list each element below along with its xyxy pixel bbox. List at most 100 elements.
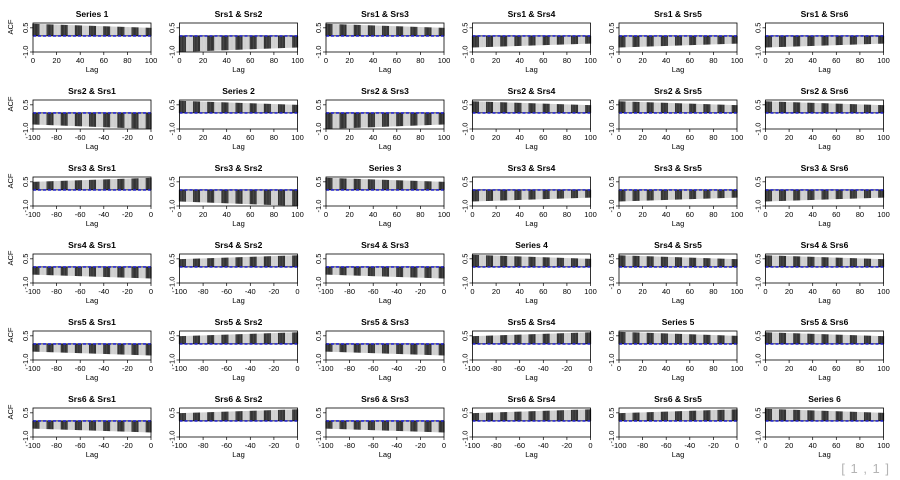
plot-frame — [32, 253, 152, 284]
plot-frame — [325, 99, 445, 130]
x-tick-label: 0 — [617, 364, 621, 373]
x-tick-label: 80 — [709, 210, 717, 219]
x-axis-label: Lag — [525, 296, 538, 305]
x-axis-label: Lag — [379, 373, 392, 382]
x-tick-label: 60 — [686, 364, 694, 373]
x-tick-label: 40 — [809, 441, 817, 450]
x-tick-label: 100 — [584, 287, 597, 296]
x-axis-label: Lag — [86, 450, 99, 459]
x-tick-label: 40 — [516, 210, 524, 219]
x-tick-label: -100 — [318, 287, 333, 296]
y-tick-label: -1.0 — [607, 431, 616, 444]
panel-title: Srs4 & Srs3 — [361, 240, 409, 250]
x-tick-label: -60 — [368, 287, 379, 296]
x-tick-label: 0 — [31, 56, 35, 65]
plot-frame — [765, 330, 884, 361]
x-tick-label: -80 — [198, 287, 209, 296]
acf-panel: Srs6 & Srs1 -100 -80 -60 -40 -20 0 Lag -1.0 0.5 AC… — [6, 394, 153, 459]
x-tick-label: -60 — [75, 287, 86, 296]
panel-title: Series 5 — [662, 317, 695, 327]
acf-bars — [32, 23, 152, 36]
x-tick-label: 0 — [470, 133, 474, 142]
plot-frame — [472, 99, 591, 130]
x-tick-label: 0 — [763, 56, 767, 65]
acf-bars — [325, 420, 445, 433]
x-tick-label: 80 — [416, 210, 424, 219]
x-tick-label: 60 — [686, 287, 694, 296]
acf-panel: Srs1 & Srs3 0 20 40 60 80 100 Lag -1.0 0.5 — [314, 9, 450, 74]
acf-bars — [325, 23, 445, 36]
x-tick-label: -20 — [561, 441, 572, 450]
x-tick-label: 100 — [731, 287, 744, 296]
panel-title: Srs1 & Srs5 — [654, 9, 702, 19]
x-axis-label: Lag — [525, 450, 538, 459]
y-tick-label: -1.0 — [314, 277, 323, 290]
acf-panel: Srs4 & Srs2 -100 -80 -60 -40 -20 0 Lag -1.0 0.5 — [168, 240, 300, 305]
x-tick-label: -100 — [25, 287, 40, 296]
x-axis-label: Lag — [525, 65, 538, 74]
plot-frame — [325, 253, 445, 284]
plot-frame — [32, 22, 152, 53]
acf-panel: Srs3 & Srs2 0 20 40 60 80 100 Lag -1.0 0.5 — [168, 163, 304, 228]
x-tick-label: 20 — [638, 133, 646, 142]
x-tick-label: 80 — [563, 287, 571, 296]
y-tick-label: -1.0 — [168, 200, 177, 213]
y-tick-label: -1.0 — [314, 46, 323, 59]
acf-bars — [618, 35, 738, 48]
acf-bars — [471, 189, 592, 202]
x-tick-label: 80 — [709, 287, 717, 296]
x-tick-label: 20 — [785, 56, 793, 65]
x-tick-label: 60 — [686, 133, 694, 142]
y-tick-label: -1.0 — [21, 123, 30, 136]
x-axis-label: Lag — [232, 219, 245, 228]
x-tick-label: -100 — [172, 364, 187, 373]
x-tick-label: 60 — [539, 210, 547, 219]
x-tick-label: 0 — [735, 441, 739, 450]
panel-title: Srs6 & Srs5 — [654, 394, 702, 404]
x-tick-label: 60 — [686, 56, 694, 65]
plot-frame — [32, 330, 152, 361]
x-tick-label: -20 — [415, 441, 426, 450]
x-tick-label: 40 — [516, 133, 524, 142]
x-tick-label: -60 — [221, 441, 232, 450]
x-tick-label: -20 — [268, 364, 279, 373]
x-axis-label: Lag — [525, 142, 538, 151]
acf-bars — [32, 266, 152, 279]
acf-bars — [618, 255, 738, 267]
x-tick-label: 80 — [416, 133, 424, 142]
x-tick-label: 80 — [709, 133, 717, 142]
plot-frame — [325, 330, 445, 361]
y-tick-label: -1.0 — [21, 277, 30, 290]
y-tick-label: 0.5 — [461, 254, 470, 264]
x-tick-label: 0 — [617, 287, 621, 296]
y-tick-label: -1.0 — [461, 46, 470, 59]
y-tick-label: -1.0 — [168, 354, 177, 367]
x-tick-label: -100 — [318, 364, 333, 373]
x-tick-label: 20 — [52, 56, 60, 65]
plot-frame — [179, 22, 298, 53]
y-tick-label: 0.5 — [461, 100, 470, 110]
x-axis-label: Lag — [672, 373, 685, 382]
acf-bars — [32, 343, 152, 356]
x-tick-label: -100 — [465, 441, 480, 450]
x-tick-label: -100 — [25, 210, 40, 219]
y-tick-label: -1.0 — [314, 123, 323, 136]
x-tick-label: 100 — [291, 210, 304, 219]
acf-panel: Srs4 & Srs5 0 20 40 60 80 100 Lag -1.0 0.5 — [607, 240, 743, 305]
plot-frame — [765, 407, 884, 438]
acf-panel: Series 3 0 20 40 60 80 100 Lag -1.0 0.5 — [314, 163, 450, 228]
y-tick-label: 0.5 — [168, 331, 177, 341]
x-tick-label: 0 — [763, 441, 767, 450]
y-tick-label: 0.5 — [754, 331, 763, 341]
x-tick-label: -80 — [198, 441, 209, 450]
acf-bars — [471, 35, 592, 48]
panel-title: Srs1 & Srs2 — [215, 9, 263, 19]
x-tick-label: 80 — [270, 56, 278, 65]
panel-title: Srs5 & Srs6 — [801, 317, 849, 327]
x-tick-label: -60 — [75, 441, 86, 450]
acf-bars — [325, 177, 445, 190]
x-tick-label: 40 — [809, 364, 817, 373]
y-tick-label: -1.0 — [314, 354, 323, 367]
y-axis-label: ACF — [6, 327, 15, 342]
panel-title: Srs2 & Srs5 — [654, 86, 702, 96]
